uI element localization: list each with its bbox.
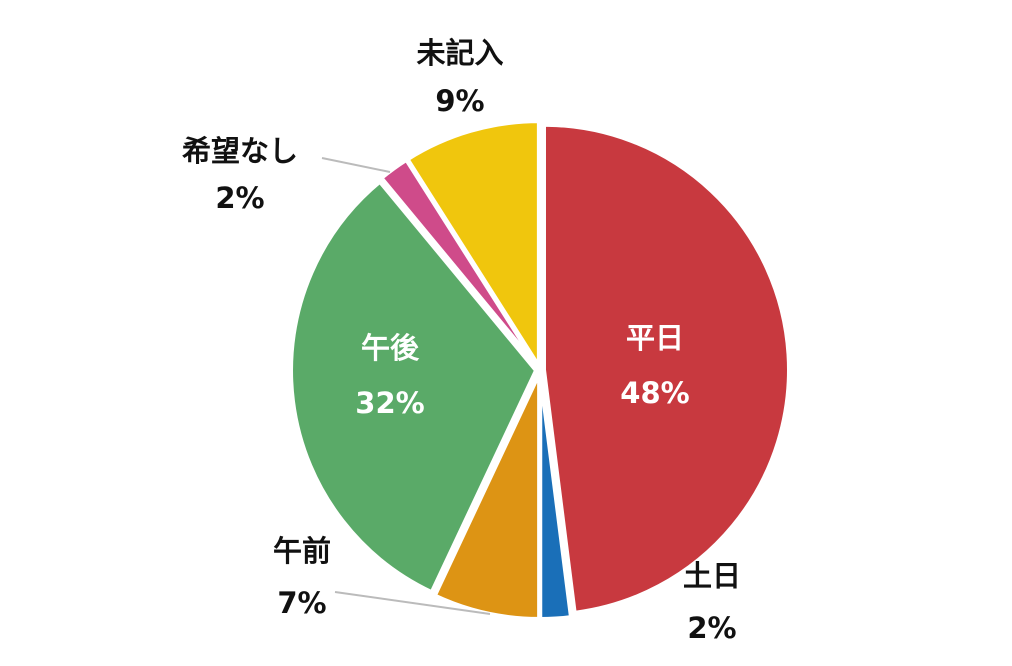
category-label: 平日 xyxy=(626,321,684,355)
pie-slice xyxy=(541,122,791,615)
value-label: 2% xyxy=(215,181,264,215)
category-label: 午後 xyxy=(361,331,420,365)
value-label: 9% xyxy=(435,84,484,118)
category-label: 土日 xyxy=(683,559,741,593)
pie-slice xyxy=(289,179,539,595)
value-label: 48% xyxy=(620,376,689,410)
leader-line xyxy=(321,157,391,173)
category-label: 未記入 xyxy=(416,36,503,70)
leader-line xyxy=(334,591,491,615)
pie-slice xyxy=(405,119,541,369)
value-label: 2% xyxy=(687,611,736,645)
value-label: 32% xyxy=(355,386,424,420)
category-label: 午前 xyxy=(273,534,331,568)
category-label: 希望なし xyxy=(182,134,298,168)
value-label: 7% xyxy=(277,586,326,620)
